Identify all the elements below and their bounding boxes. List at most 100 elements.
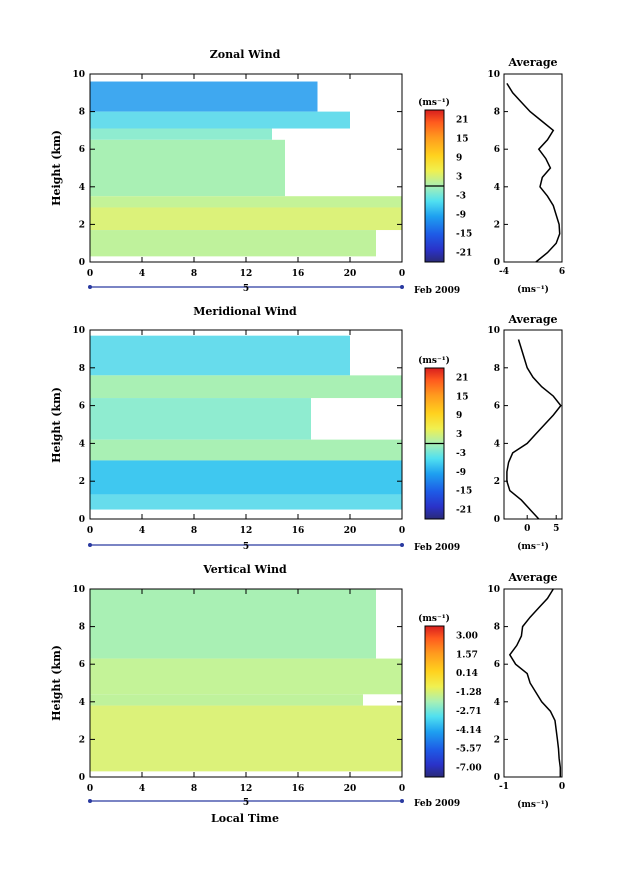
average-x-label: (ms⁻¹) bbox=[517, 541, 549, 552]
date-label: Feb 2009 bbox=[414, 799, 460, 809]
y-tick-label: 8 bbox=[79, 623, 85, 633]
date-label: Feb 2009 bbox=[414, 543, 460, 553]
y-tick-label: 4 bbox=[79, 439, 85, 449]
heatmap-band bbox=[90, 705, 402, 772]
x-tick-label: 4 bbox=[139, 269, 145, 279]
average-x-label: (ms⁻¹) bbox=[517, 799, 549, 810]
x-tick-label: 0 bbox=[399, 784, 405, 794]
average-y-tick-label: 6 bbox=[494, 660, 500, 670]
colorbar: (ms⁻¹) 21 15 9 3 -3 -9 -15 -21 bbox=[418, 97, 472, 263]
day-bar-end bbox=[88, 799, 92, 803]
average-title: Average bbox=[507, 313, 557, 326]
average-y-tick-label: 2 bbox=[494, 220, 500, 230]
heatmap-band bbox=[90, 111, 350, 129]
y-axis-label: Height (km) bbox=[50, 645, 63, 721]
heatmap-band bbox=[90, 230, 376, 257]
y-tick-label: 0 bbox=[79, 773, 85, 783]
y-tick-label: 0 bbox=[79, 515, 85, 525]
panel-meridional: Meridional Wind Height (km) 0 4 8 12 16 20 002… bbox=[50, 305, 563, 553]
x-tick-label: 4 bbox=[139, 526, 145, 536]
average-x-tick-label: -4 bbox=[499, 267, 509, 277]
y-tick-label: 10 bbox=[72, 70, 85, 80]
x-tick-label: 20 bbox=[344, 269, 357, 279]
colorbar-gradient bbox=[424, 625, 445, 778]
y-axis-label: Height (km) bbox=[50, 387, 63, 463]
panel-title: Zonal Wind bbox=[210, 48, 281, 61]
day-bar-end bbox=[400, 799, 404, 803]
average-y-tick-label: 6 bbox=[494, 145, 500, 155]
colorbar-label: 9 bbox=[456, 411, 462, 421]
y-tick-label: 6 bbox=[79, 402, 85, 412]
day-bar-end bbox=[400, 543, 404, 547]
x-tick-label: 16 bbox=[292, 269, 305, 279]
x-tick-label: 8 bbox=[191, 784, 197, 794]
y-axis-label: Height (km) bbox=[50, 130, 63, 206]
average-plot: 0 2 4 6 8 10 0 5 (ms⁻¹) bbox=[487, 326, 563, 552]
x-tick-label: 20 bbox=[344, 784, 357, 794]
average-title: Average bbox=[507, 571, 557, 584]
average-frame bbox=[503, 588, 563, 778]
average-y-tick-label: 6 bbox=[494, 402, 500, 412]
x-tick-label: 16 bbox=[292, 526, 305, 536]
colorbar-label: -1.28 bbox=[456, 688, 482, 698]
colorbar-label: 3.00 bbox=[456, 631, 478, 641]
colorbar-label: -4.14 bbox=[456, 726, 482, 736]
x-tick-label: 0 bbox=[87, 784, 93, 794]
day-bar-end bbox=[88, 543, 92, 547]
x-tick-label: 0 bbox=[399, 526, 405, 536]
average-y-tick-label: 10 bbox=[487, 326, 500, 336]
colorbar-label: -21 bbox=[456, 506, 472, 516]
x-tick-label: 0 bbox=[87, 269, 93, 279]
average-x-tick-label: 5 bbox=[553, 524, 559, 534]
x-tick-label: 8 bbox=[191, 526, 197, 536]
average-y-tick-label: 0 bbox=[494, 515, 500, 525]
heatmap-band bbox=[90, 207, 402, 231]
colorbar: (ms⁻¹) 3.00 1.57 0.14 -1.28 -2.71 -4.14 -5.57 -7… bbox=[418, 613, 482, 778]
y-tick-label: 4 bbox=[79, 698, 85, 708]
average-x-tick-label: 0 bbox=[524, 524, 530, 534]
average-x-label: (ms⁻¹) bbox=[517, 284, 549, 295]
day-bar-end bbox=[400, 285, 404, 289]
heatmap-band bbox=[90, 81, 318, 112]
average-plot: 0 2 4 6 8 10 -4 6 (ms⁻¹) bbox=[487, 70, 565, 295]
heatmap-band bbox=[90, 128, 272, 140]
heatmap-band bbox=[90, 658, 402, 695]
x-tick-label: 12 bbox=[240, 526, 253, 536]
x-tick-label: 4 bbox=[139, 784, 145, 794]
panel-title: Meridional Wind bbox=[193, 305, 297, 318]
heatmap-band bbox=[90, 439, 402, 461]
colorbar-label: -3 bbox=[456, 449, 466, 459]
average-y-tick-label: 8 bbox=[494, 623, 500, 633]
x-tick-label: 0 bbox=[87, 526, 93, 536]
colorbar-label: -7.00 bbox=[456, 764, 482, 774]
y-tick-label: 10 bbox=[72, 585, 85, 595]
average-y-tick-label: 0 bbox=[494, 773, 500, 783]
average-y-tick-label: 0 bbox=[494, 258, 500, 268]
colorbar-label: 3 bbox=[456, 430, 462, 440]
average-y-tick-label: 4 bbox=[494, 698, 500, 708]
heatmap-band bbox=[90, 139, 285, 197]
average-y-tick-label: 2 bbox=[494, 477, 500, 487]
average-x-tick-label: -1 bbox=[499, 782, 509, 792]
average-y-tick-label: 8 bbox=[494, 108, 500, 118]
average-frame bbox=[503, 329, 563, 520]
colorbar-label: 3 bbox=[456, 173, 462, 183]
colorbar-label: 15 bbox=[456, 135, 469, 145]
colorbar-label: -9 bbox=[456, 211, 466, 221]
heatmap-band bbox=[90, 460, 402, 495]
heatmap-band bbox=[90, 694, 363, 706]
heatmap-band bbox=[90, 375, 402, 399]
day-label: 5 bbox=[243, 542, 249, 552]
y-tick-label: 2 bbox=[79, 477, 85, 487]
day-label: 5 bbox=[243, 798, 249, 808]
x-tick-label: 0 bbox=[399, 269, 405, 279]
x-tick-label: 16 bbox=[292, 784, 305, 794]
heatmap-band bbox=[90, 196, 402, 208]
average-y-tick-label: 4 bbox=[494, 439, 500, 449]
y-tick-label: 6 bbox=[79, 660, 85, 670]
colorbar-label: -9 bbox=[456, 468, 466, 478]
